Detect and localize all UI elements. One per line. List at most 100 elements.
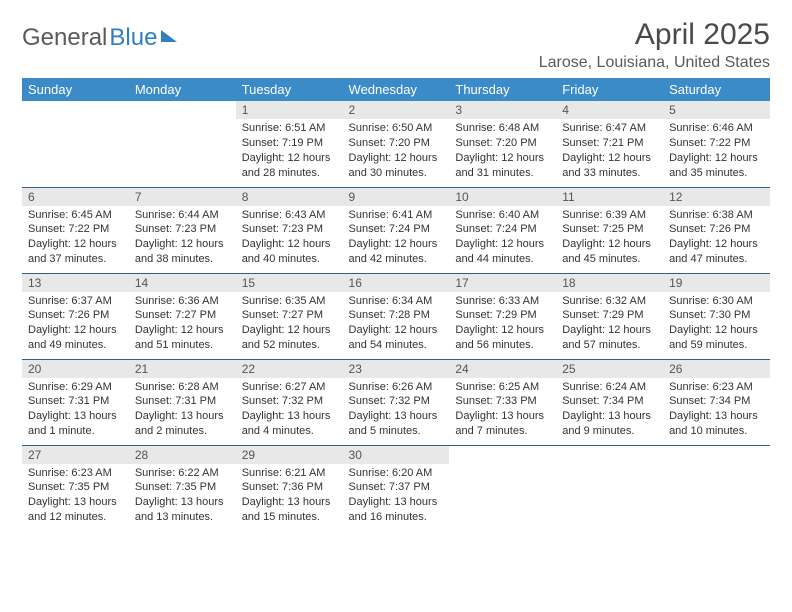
calendar-day-cell: 12Sunrise: 6:38 AMSunset: 7:26 PMDayligh… <box>663 187 770 273</box>
calendar-day-cell: 15Sunrise: 6:35 AMSunset: 7:27 PMDayligh… <box>236 273 343 359</box>
daylight-line: Daylight: 13 hours and 2 minutes. <box>135 409 230 439</box>
daylight-line: Daylight: 12 hours and 28 minutes. <box>242 151 337 181</box>
brand-part2: Blue <box>109 24 157 52</box>
calendar-day-cell: 4Sunrise: 6:47 AMSunset: 7:21 PMDaylight… <box>556 101 663 187</box>
day-number: 16 <box>343 274 450 292</box>
day-number: 19 <box>663 274 770 292</box>
sunset-line: Sunset: 7:24 PM <box>349 222 444 237</box>
sunrise-line: Sunrise: 6:32 AM <box>562 294 657 309</box>
sunset-line: Sunset: 7:29 PM <box>455 308 550 323</box>
daylight-line: Daylight: 12 hours and 54 minutes. <box>349 323 444 353</box>
calendar-empty-cell <box>129 101 236 187</box>
day-details: Sunrise: 6:47 AMSunset: 7:21 PMDaylight:… <box>556 119 663 184</box>
daylight-line: Daylight: 12 hours and 52 minutes. <box>242 323 337 353</box>
sunset-line: Sunset: 7:20 PM <box>455 136 550 151</box>
sunrise-line: Sunrise: 6:20 AM <box>349 466 444 481</box>
calendar-week-row: 1Sunrise: 6:51 AMSunset: 7:19 PMDaylight… <box>22 101 770 187</box>
day-number: 13 <box>22 274 129 292</box>
calendar-week-row: 27Sunrise: 6:23 AMSunset: 7:35 PMDayligh… <box>22 445 770 531</box>
daylight-line: Daylight: 13 hours and 16 minutes. <box>349 495 444 525</box>
day-number: 6 <box>22 188 129 206</box>
calendar-day-cell: 8Sunrise: 6:43 AMSunset: 7:23 PMDaylight… <box>236 187 343 273</box>
weekday-header: Thursday <box>449 78 556 101</box>
calendar-day-cell: 10 Sunrise: 6:40 AMSunset: 7:24 PMDayligh… <box>449 187 556 273</box>
daylight-line: Daylight: 12 hours and 57 minutes. <box>562 323 657 353</box>
daylight-line: Daylight: 12 hours and 47 minutes. <box>669 237 764 267</box>
brand-part1: General <box>22 24 107 52</box>
daylight-line: Daylight: 13 hours and 9 minutes. <box>562 409 657 439</box>
weekday-header: Wednesday <box>343 78 450 101</box>
sunrise-line: Sunrise: 6:40 AM <box>455 208 550 223</box>
day-details: Sunrise: 6:39 AMSunset: 7:25 PMDaylight:… <box>556 206 663 271</box>
calendar-day-cell: 14Sunrise: 6:36 AMSunset: 7:27 PMDayligh… <box>129 273 236 359</box>
sunset-line: Sunset: 7:24 PM <box>455 222 550 237</box>
day-details: Sunrise: 6:23 AMSunset: 7:35 PMDaylight:… <box>22 464 129 529</box>
day-number: 9 <box>343 188 450 206</box>
sunrise-line: Sunrise: 6:34 AM <box>349 294 444 309</box>
sunrise-line: Sunrise: 6:50 AM <box>349 121 444 136</box>
day-number: 23 <box>343 360 450 378</box>
weekday-header: Tuesday <box>236 78 343 101</box>
daylight-line: Daylight: 12 hours and 44 minutes. <box>455 237 550 267</box>
daylight-line: Daylight: 12 hours and 33 minutes. <box>562 151 657 181</box>
calendar-day-cell: 26Sunrise: 6:23 AMSunset: 7:34 PMDayligh… <box>663 359 770 445</box>
day-details: Sunrise: 6:44 AMSunset: 7:23 PMDaylight:… <box>129 206 236 271</box>
day-number: 27 <box>22 446 129 464</box>
sunset-line: Sunset: 7:26 PM <box>669 222 764 237</box>
day-number: 10 <box>449 188 556 206</box>
sunset-line: Sunset: 7:31 PM <box>135 394 230 409</box>
day-details: Sunrise: 6:43 AMSunset: 7:23 PMDaylight:… <box>236 206 343 271</box>
daylight-line: Daylight: 12 hours and 35 minutes. <box>669 151 764 181</box>
day-details: Sunrise: 6:23 AMSunset: 7:34 PMDaylight:… <box>663 378 770 443</box>
title-block: April 2025 Larose, Louisiana, United Sta… <box>539 18 770 72</box>
day-number: 12 <box>663 188 770 206</box>
daylight-line: Daylight: 12 hours and 30 minutes. <box>349 151 444 181</box>
weekday-header: Monday <box>129 78 236 101</box>
calendar-header-row: SundayMondayTuesdayWednesdayThursdayFrid… <box>22 78 770 101</box>
location-text: Larose, Louisiana, United States <box>539 54 770 72</box>
daylight-line: Daylight: 12 hours and 51 minutes. <box>135 323 230 353</box>
day-details: Sunrise: 6:37 AMSunset: 7:26 PMDaylight:… <box>22 292 129 357</box>
day-number: 29 <box>236 446 343 464</box>
daylight-line: Daylight: 12 hours and 31 minutes. <box>455 151 550 181</box>
day-number: 5 <box>663 101 770 119</box>
sunrise-line: Sunrise: 6:44 AM <box>135 208 230 223</box>
day-number: 20 <box>22 360 129 378</box>
calendar-day-cell: 25Sunrise: 6:24 AMSunset: 7:34 PMDayligh… <box>556 359 663 445</box>
calendar-day-cell: 21Sunrise: 6:28 AMSunset: 7:31 PMDayligh… <box>129 359 236 445</box>
day-details: Sunrise: 6:24 AMSunset: 7:34 PMDaylight:… <box>556 378 663 443</box>
calendar-day-cell: 1Sunrise: 6:51 AMSunset: 7:19 PMDaylight… <box>236 101 343 187</box>
day-details: Sunrise: 6:33 AMSunset: 7:29 PMDaylight:… <box>449 292 556 357</box>
sunrise-line: Sunrise: 6:41 AM <box>349 208 444 223</box>
sunset-line: Sunset: 7:35 PM <box>135 480 230 495</box>
daylight-line: Daylight: 13 hours and 12 minutes. <box>28 495 123 525</box>
calendar-day-cell: 30Sunrise: 6:20 AMSunset: 7:37 PMDayligh… <box>343 445 450 531</box>
day-number: 8 <box>236 188 343 206</box>
day-details: Sunrise: 6:35 AMSunset: 7:27 PMDaylight:… <box>236 292 343 357</box>
day-number: 22 <box>236 360 343 378</box>
sunset-line: Sunset: 7:27 PM <box>135 308 230 323</box>
calendar-day-cell: 20Sunrise: 6:29 AMSunset: 7:31 PMDayligh… <box>22 359 129 445</box>
daylight-line: Daylight: 13 hours and 10 minutes. <box>669 409 764 439</box>
sunrise-line: Sunrise: 6:29 AM <box>28 380 123 395</box>
day-number: 2 <box>343 101 450 119</box>
sunrise-line: Sunrise: 6:38 AM <box>669 208 764 223</box>
daylight-line: Daylight: 12 hours and 49 minutes. <box>28 323 123 353</box>
sunrise-line: Sunrise: 6:36 AM <box>135 294 230 309</box>
day-number: 24 <box>449 360 556 378</box>
calendar-empty-cell <box>663 445 770 531</box>
sunset-line: Sunset: 7:20 PM <box>349 136 444 151</box>
calendar-day-cell: 11Sunrise: 6:39 AMSunset: 7:25 PMDayligh… <box>556 187 663 273</box>
calendar-week-row: 20Sunrise: 6:29 AMSunset: 7:31 PMDayligh… <box>22 359 770 445</box>
calendar-day-cell: 6Sunrise: 6:45 AMSunset: 7:22 PMDaylight… <box>22 187 129 273</box>
calendar-day-cell: 27Sunrise: 6:23 AMSunset: 7:35 PMDayligh… <box>22 445 129 531</box>
sunset-line: Sunset: 7:19 PM <box>242 136 337 151</box>
sunset-line: Sunset: 7:28 PM <box>349 308 444 323</box>
sunset-line: Sunset: 7:33 PM <box>455 394 550 409</box>
sunrise-line: Sunrise: 6:45 AM <box>28 208 123 223</box>
day-details: Sunrise: 6:30 AMSunset: 7:30 PMDaylight:… <box>663 292 770 357</box>
calendar-day-cell: 23Sunrise: 6:26 AMSunset: 7:32 PMDayligh… <box>343 359 450 445</box>
day-number: 1 <box>236 101 343 119</box>
day-details: Sunrise: 6:38 AMSunset: 7:26 PMDaylight:… <box>663 206 770 271</box>
day-number: 7 <box>129 188 236 206</box>
